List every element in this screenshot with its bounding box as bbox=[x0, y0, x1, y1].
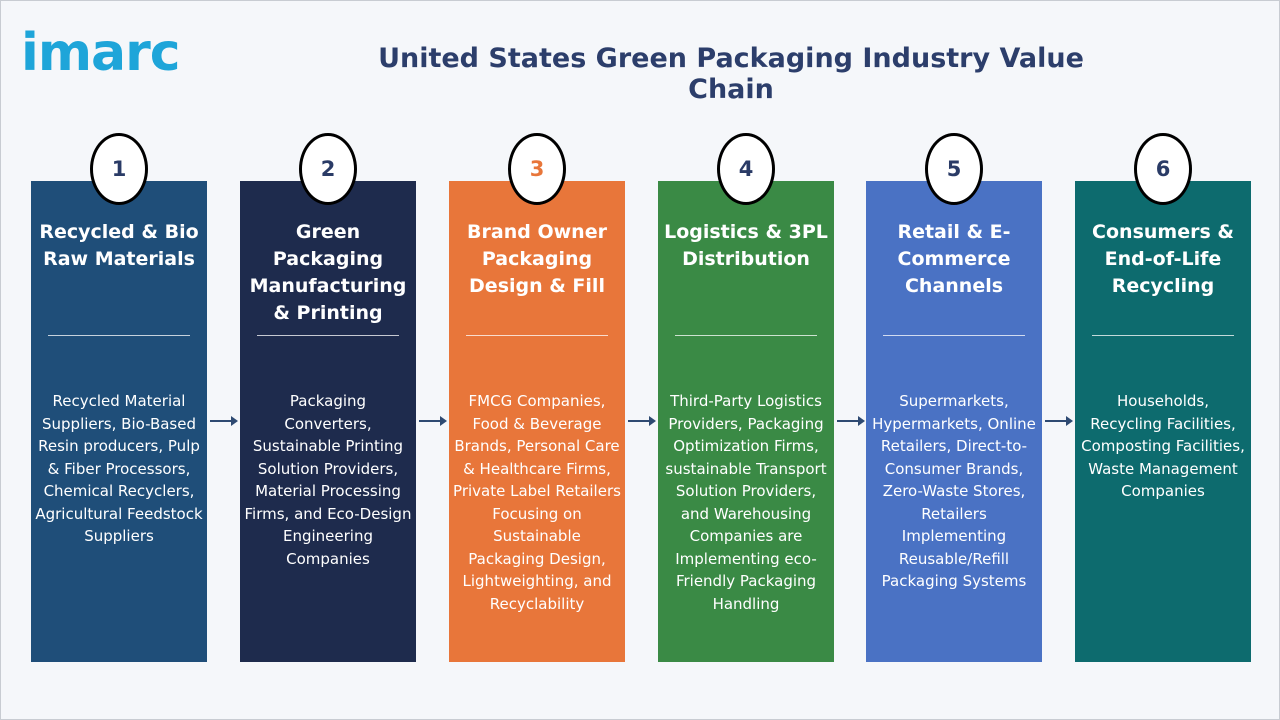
step-divider-4 bbox=[675, 335, 817, 336]
arrow-right-icon bbox=[419, 416, 447, 426]
arrow-right-icon bbox=[837, 416, 865, 426]
step-number-badge-2: 2 bbox=[299, 133, 357, 205]
arrow-right-icon bbox=[628, 416, 656, 426]
step-number-badge-4: 4 bbox=[717, 133, 775, 205]
step-divider-5 bbox=[883, 335, 1025, 336]
step-description-3: FMCG Companies, Food & Beverage Brands, … bbox=[453, 392, 621, 613]
step-divider-2 bbox=[257, 335, 399, 336]
step-title-6: Consumers & End-of-Life Recycling bbox=[1092, 221, 1234, 297]
step-number-badge-6: 6 bbox=[1134, 133, 1192, 205]
step-card-6: Consumers & End-of-Life Recycling Househ… bbox=[1075, 181, 1251, 662]
step-description-1: Recycled Material Suppliers, Bio-Based R… bbox=[35, 392, 203, 545]
step-description-5: Supermarkets, Hypermarkets, Online Retai… bbox=[872, 392, 1036, 590]
step-description-4: Third-Party Logistics Providers, Packagi… bbox=[665, 392, 827, 613]
arrow-right-icon bbox=[1045, 416, 1073, 426]
step-title-1: Recycled & Bio Raw Materials bbox=[39, 221, 199, 270]
imarc-logo: imarc bbox=[21, 23, 181, 83]
page-title: United States Green Packaging Industry V… bbox=[378, 43, 1084, 105]
step-card-3: Brand Owner Packaging Design & Fill FMCG… bbox=[449, 181, 625, 662]
step-divider-3 bbox=[466, 335, 608, 336]
step-card-2: Green Packaging Manufacturing & Printing… bbox=[240, 181, 416, 662]
step-card-5: Retail & E-Commerce Channels Supermarket… bbox=[866, 181, 1042, 662]
step-divider-6 bbox=[1092, 335, 1234, 336]
step-description-2: Packaging Converters, Sustainable Printi… bbox=[244, 392, 412, 568]
step-card-1: Recycled & Bio Raw Materials Recycled Ma… bbox=[31, 181, 207, 662]
step-divider-1 bbox=[48, 335, 190, 336]
step-number-badge-3: 3 bbox=[508, 133, 566, 205]
step-title-3: Brand Owner Packaging Design & Fill bbox=[467, 221, 607, 297]
step-title-4: Logistics & 3PL Distribution bbox=[664, 221, 828, 270]
step-number-badge-5: 5 bbox=[925, 133, 983, 205]
step-card-4: Logistics & 3PL Distribution Third-Party… bbox=[658, 181, 834, 662]
arrow-right-icon bbox=[210, 416, 238, 426]
step-title-2: Green Packaging Manufacturing & Printing bbox=[249, 221, 407, 324]
step-description-6: Households, Recycling Facilities, Compos… bbox=[1081, 392, 1245, 500]
step-number-badge-1: 1 bbox=[90, 133, 148, 205]
step-title-5: Retail & E-Commerce Channels bbox=[897, 221, 1011, 297]
